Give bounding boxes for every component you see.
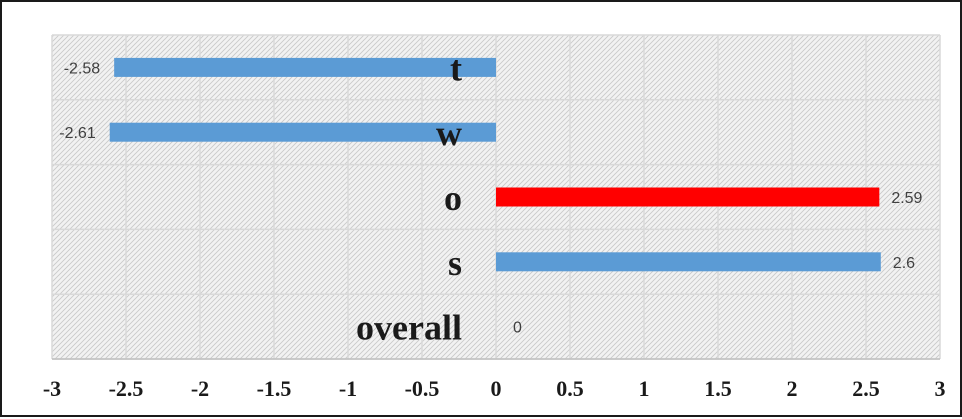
bar-s	[496, 252, 881, 272]
x-tick-label: 0	[491, 376, 502, 401]
bar-t	[114, 57, 496, 77]
category-label: o	[444, 178, 462, 218]
x-tick-label: 2.5	[852, 376, 880, 401]
category-label: t	[450, 48, 462, 88]
category-label: s	[448, 243, 462, 283]
x-tick-label: -2	[191, 376, 209, 401]
x-tick-label: 2	[787, 376, 798, 401]
data-label: -2.58	[64, 60, 101, 77]
x-tick-label: -1.5	[257, 376, 292, 401]
category-label: overall	[356, 308, 462, 348]
data-label: -2.61	[59, 125, 96, 142]
x-tick-label: 3	[935, 376, 946, 401]
bar-o	[496, 187, 880, 207]
x-tick-label: -2.5	[109, 376, 144, 401]
data-label: 0	[513, 320, 522, 337]
bar-w	[109, 122, 496, 142]
x-tick-label: -1	[339, 376, 357, 401]
x-tick-label: -0.5	[405, 376, 440, 401]
data-label: 2.59	[891, 190, 922, 207]
category-label: w	[436, 113, 462, 153]
data-label: 2.6	[893, 255, 915, 272]
x-tick-label: 1.5	[704, 376, 732, 401]
x-tick-label: 1	[639, 376, 650, 401]
x-tick-label: -3	[43, 376, 61, 401]
x-tick-label: 0.5	[556, 376, 584, 401]
